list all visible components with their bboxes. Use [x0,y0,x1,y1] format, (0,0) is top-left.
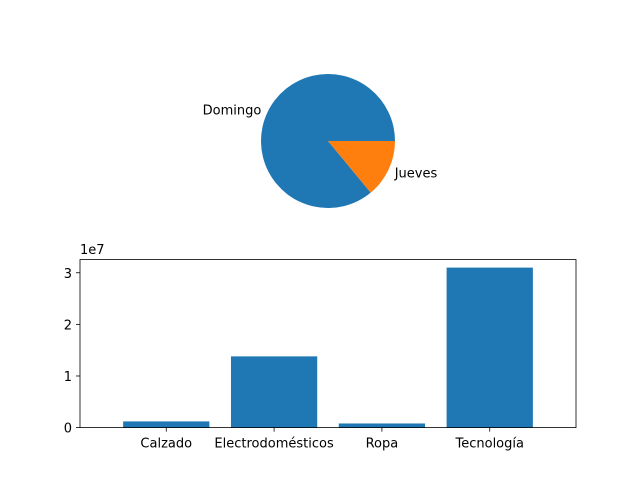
y-axis-ticks: 0 1 2 3 [64,267,80,437]
pie-chart: Domingo Jueves [203,73,438,208]
bar-3 [446,267,533,428]
y-tick-label-2: 2 [64,318,72,333]
pie-slice-domingo [260,73,395,208]
bar-series [123,267,533,428]
x-tick-label-1: Electrodomésticos [214,437,334,452]
y-tick-label-3: 3 [64,267,72,282]
pie-slice-jueves [328,141,395,193]
y-tick-label-1: 1 [64,370,72,385]
bar-0 [123,421,210,428]
x-tick-label-3: Tecnología [455,437,524,452]
y-axis-offset-label: 1e7 [80,243,105,258]
y-tick-label-0: 0 [64,422,72,437]
x-axis-ticks: Calzado Electrodomésticos Ropa Tecnología [140,427,524,452]
bar-chart: 0 1 2 3 Calzado Electrodomésticos Ropa Tecnolo… [64,243,577,452]
pie-label-domingo: Domingo [203,104,262,119]
x-tick-label-2: Ropa [366,437,399,452]
x-tick-label-0: Calzado [140,437,192,452]
bar-2 [338,423,426,428]
bar-1 [230,356,318,428]
bar-axes-frame [79,259,577,429]
pie-label-jueves: Jueves [394,166,438,181]
